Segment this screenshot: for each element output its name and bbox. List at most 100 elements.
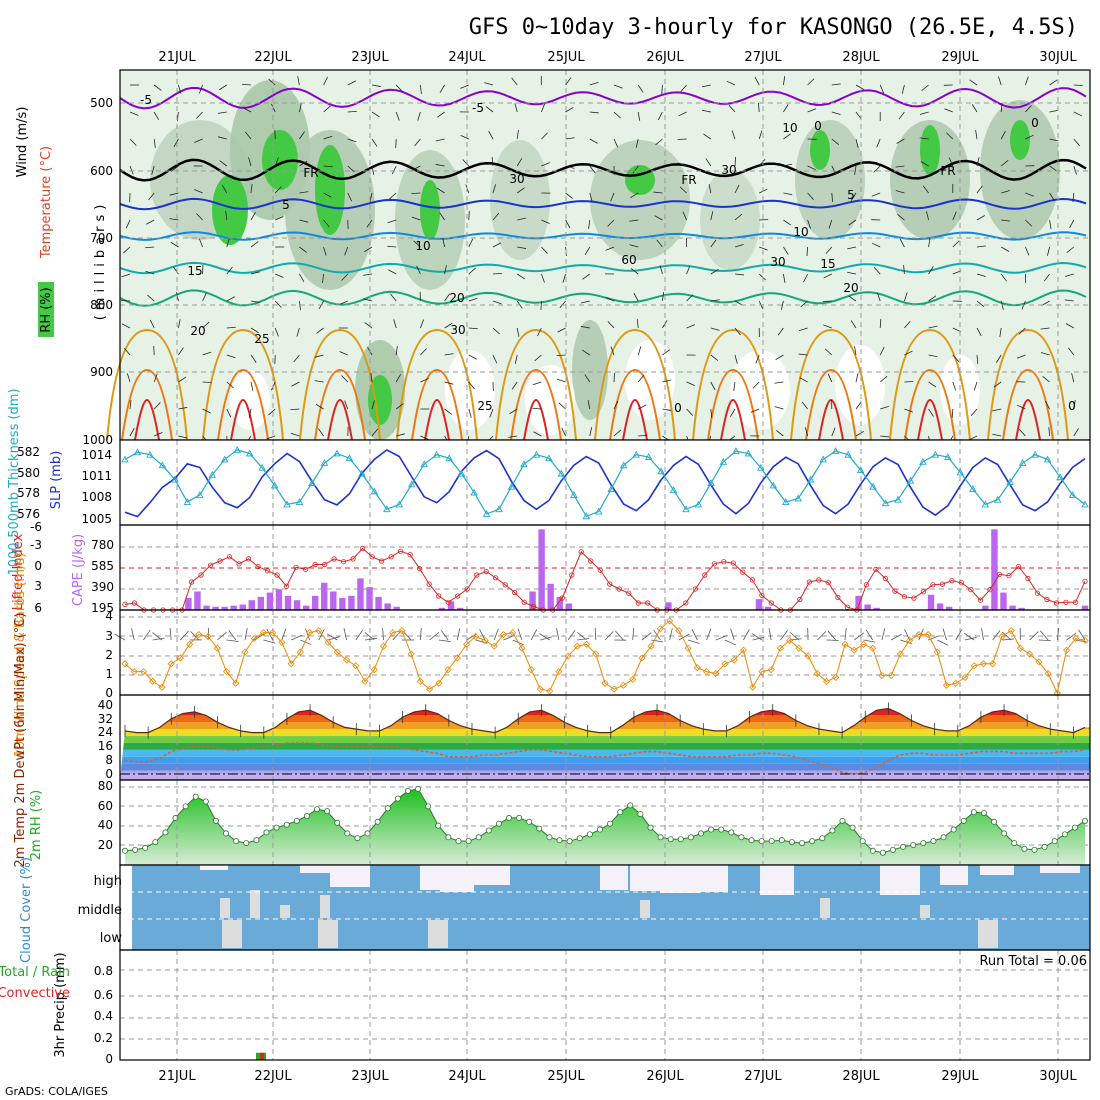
wind-barb: [1049, 138, 1059, 142]
wind-barb: [831, 192, 833, 203]
wind-barb-10m: [567, 630, 576, 641]
wind-barb: [758, 158, 766, 167]
rh-marker: [516, 814, 523, 821]
wind-barb: [776, 430, 784, 437]
wind-barb: [607, 219, 615, 227]
li-marker: [493, 575, 499, 581]
wind-barb: [444, 353, 454, 356]
wind-barb: [565, 192, 573, 199]
wind-barb: [517, 246, 527, 249]
wind-barb: [153, 373, 158, 383]
wind-barb: [613, 111, 621, 119]
rh-marker: [243, 840, 250, 847]
cloud-ylabel: Cloud Cover (%): [19, 857, 34, 963]
li-marker: [930, 582, 936, 588]
wind-barb-10m: [143, 629, 151, 641]
wind-barb-10m: [604, 631, 614, 641]
li-marker: [131, 600, 138, 606]
rh-marker: [1031, 846, 1038, 853]
li-marker: [825, 580, 831, 586]
wind-barb: [710, 269, 719, 275]
precip-ylabel-main: 3hr Precip (mm): [53, 952, 68, 1057]
wind-barb: [315, 403, 324, 410]
pressure-tick: 600: [90, 164, 113, 178]
wind-speed-marker: [582, 640, 591, 648]
li-marker: [122, 601, 128, 608]
rh-tick: 60: [98, 799, 113, 813]
li-tick: -3: [30, 538, 42, 552]
cloud-panel: high middle low: [78, 864, 1091, 951]
rh-marker: [364, 830, 371, 837]
wind-barb: [831, 138, 840, 145]
wind-barb: [880, 435, 890, 438]
wind-barb: [323, 192, 332, 198]
wind-barb: [444, 265, 447, 275]
cape-bar: [266, 592, 274, 610]
wind-barb: [752, 381, 760, 389]
thickness-marker: [744, 449, 753, 457]
wind-barb: [734, 243, 744, 248]
wind-barb: [347, 138, 357, 143]
wind-barb: [219, 160, 228, 167]
wind-barb: [708, 184, 712, 194]
wind-barb-10m: [632, 628, 635, 641]
cape-bar: [302, 605, 310, 610]
rh-marker: [283, 821, 290, 828]
wind-barb: [297, 76, 300, 86]
rh-marker: [859, 838, 866, 845]
li-marker: [949, 577, 955, 584]
wind-barb: [637, 346, 642, 356]
wind-barb: [728, 105, 736, 113]
thickness-marker: [1056, 473, 1064, 481]
contour-minus5: [119, 86, 1087, 110]
wind-barb: [904, 408, 913, 413]
wind-barb: [855, 373, 859, 383]
wind-barb: [731, 130, 736, 140]
rh-marker: [122, 847, 129, 854]
wind-barb-10m: [364, 632, 375, 641]
wind-barb: [250, 300, 260, 303]
rh-marker: [677, 836, 684, 843]
rh-marker: [354, 835, 361, 842]
wind-barb: [509, 408, 518, 415]
wind-barb: [492, 327, 500, 335]
wind-barb: [1073, 111, 1083, 117]
wind-barb: [1049, 109, 1059, 113]
rh-marker: [313, 806, 320, 813]
wind-barb: [129, 400, 132, 410]
li-marker: [388, 554, 394, 560]
wind-speed-marker: [176, 654, 184, 662]
wind-barb: [435, 138, 445, 142]
rh-marker: [334, 819, 341, 826]
li-marker: [797, 596, 803, 603]
cape-bar: [565, 603, 572, 610]
wind-barb: [705, 158, 712, 167]
rh-marker: [425, 803, 432, 810]
wind-barb: [1025, 192, 1034, 197]
wind-barb: [169, 218, 179, 221]
wind-barb: [242, 107, 252, 113]
li-marker: [1006, 573, 1012, 579]
wind-speed-marker: [859, 640, 868, 648]
cloud-low-block: [318, 920, 338, 948]
wind-speed-marker: [804, 652, 812, 660]
li-marker: [968, 587, 974, 593]
wind-barb: [1019, 429, 1026, 437]
thickness-marker: [869, 482, 877, 490]
cape-bar: [936, 603, 944, 610]
wind-barb: [395, 84, 403, 92]
thickness-marker: [158, 461, 167, 469]
thickness-marker: [333, 449, 341, 457]
rh-marker: [1051, 838, 1058, 845]
wind-barb: [170, 241, 179, 248]
wind-barb: [993, 381, 1002, 388]
contour-label: 30: [721, 163, 736, 177]
li-marker: [768, 600, 774, 606]
wind-barb-10m: [226, 639, 239, 642]
contour-30: [707, 368, 759, 441]
wind-barb: [734, 156, 737, 167]
rh-marker: [566, 838, 573, 845]
wind-barb: [901, 84, 905, 94]
li-marker: [578, 549, 584, 555]
wind-barb: [439, 212, 445, 221]
